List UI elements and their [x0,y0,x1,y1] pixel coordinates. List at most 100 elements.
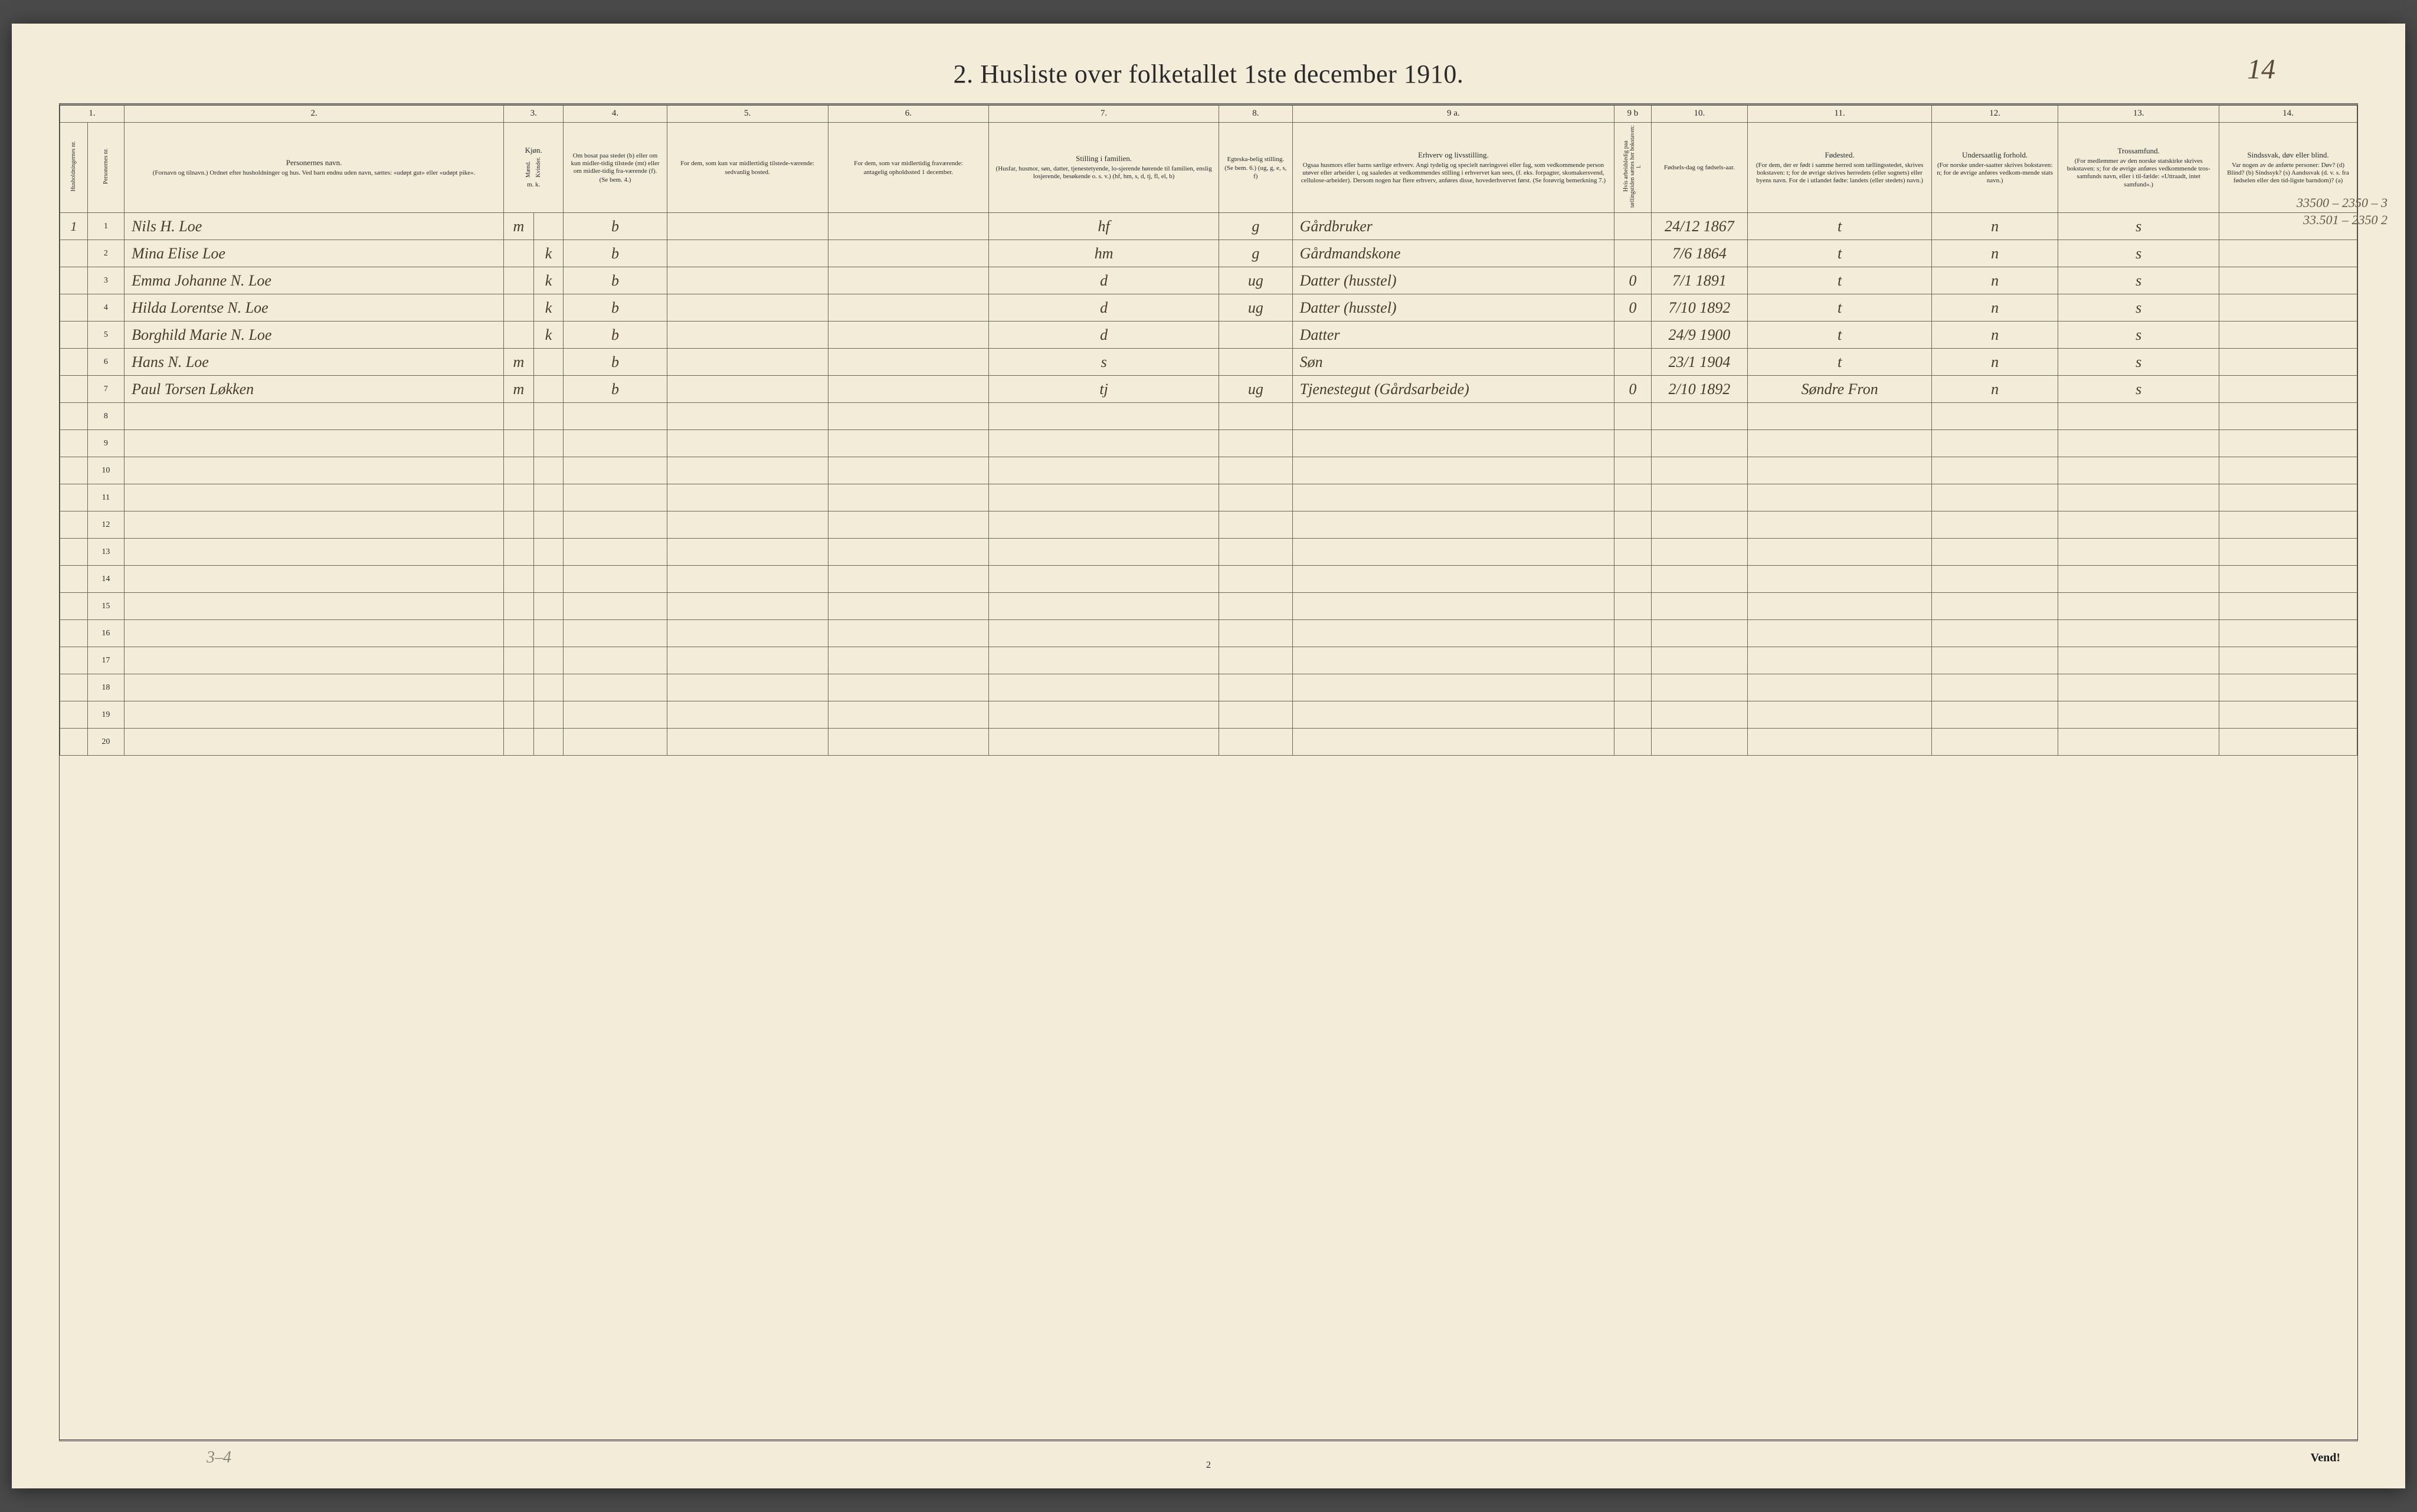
empty-cell [564,484,667,511]
person-number: 16 [87,620,124,647]
empty-cell [1748,593,1932,620]
table-row: 8 [60,403,2357,430]
empty-cell [533,403,564,430]
empty-cell [60,403,88,430]
empty-cell [1748,511,1932,539]
empty-cell [828,729,989,756]
empty-cell [828,511,989,539]
empty-cell [2058,539,2219,566]
empty-cell [533,511,564,539]
temp-location [828,240,989,267]
census-table-wrap: 1. 2. 3. 4. 5. 6. 7. 8. 9 a. 9 b 10. 11.… [59,103,2358,1441]
table-row: 16 [60,620,2357,647]
occupation: Søn [1292,349,1614,376]
empty-cell [1614,539,1651,566]
empty-cell [504,647,534,674]
table-row: 13 [60,539,2357,566]
person-number: 19 [87,701,124,729]
empty-cell [1219,511,1292,539]
person-number: 5 [87,322,124,349]
empty-cell [1931,620,2058,647]
empty-cell [564,511,667,539]
empty-cell [1292,593,1614,620]
empty-cell [1292,484,1614,511]
family-position: hf [989,213,1219,240]
empty-cell [533,484,564,511]
nationality: n [1931,322,2058,349]
hdr-nationality: Undersaatlig forhold. (For norske under-… [1931,122,2058,213]
empty-cell [1292,647,1614,674]
census-table: 1. 2. 3. 4. 5. 6. 7. 8. 9 a. 9 b 10. 11.… [60,105,2357,756]
empty-cell [667,701,828,729]
empty-cell [828,430,989,457]
person-name: Borghild Marie N. Loe [125,322,504,349]
unemployed-flag [1614,349,1651,376]
empty-cell [60,647,88,674]
empty-cell [125,674,504,701]
empty-cell [2058,593,2219,620]
temp-location [828,213,989,240]
nationality: n [1931,240,2058,267]
empty-cell [667,484,828,511]
empty-cell [667,403,828,430]
empty-cell [504,701,534,729]
empty-cell [1651,674,1748,701]
colnum-10: 10. [1651,106,1748,123]
colnum-14: 14. [2219,106,2357,123]
empty-cell [564,430,667,457]
empty-cell [60,566,88,593]
empty-cell [1748,484,1932,511]
empty-cell [1614,674,1651,701]
empty-cell [564,620,667,647]
empty-cell [533,566,564,593]
empty-cell [2219,403,2357,430]
empty-cell [2219,620,2357,647]
empty-cell [1748,674,1932,701]
empty-cell [1651,729,1748,756]
empty-cell [667,620,828,647]
occupation: Gårdbruker [1292,213,1614,240]
residence-status: b [564,213,667,240]
empty-cell [1651,430,1748,457]
empty-cell [667,674,828,701]
empty-cell [504,539,534,566]
nationality: n [1931,349,2058,376]
empty-cell [564,701,667,729]
empty-cell [1748,729,1932,756]
empty-cell [667,430,828,457]
empty-cell [1748,620,1932,647]
empty-cell [1651,511,1748,539]
marital-status [1219,349,1292,376]
empty-cell [989,620,1219,647]
table-row: 15 [60,593,2357,620]
colnum-5: 5. [667,106,828,123]
sex-female [533,349,564,376]
empty-cell [1292,566,1614,593]
empty-cell [2058,620,2219,647]
household-number: 1 [60,213,88,240]
margin-annotation: 33500 – 2350 – 3 33.501 – 2350 2 [2297,195,2387,228]
empty-cell [1292,701,1614,729]
empty-cell [125,403,504,430]
table-row: 18 [60,674,2357,701]
empty-cell [1219,430,1292,457]
table-row: 4Hilda Lorentse N. LoekbdugDatter (husst… [60,294,2357,322]
empty-cell [667,457,828,484]
empty-cell [1748,457,1932,484]
empty-cell [2058,403,2219,430]
hdr-c5: For dem, som kun var midlertidig tilsted… [667,122,828,213]
sex-male: m [504,349,534,376]
empty-cell [1614,511,1651,539]
empty-cell [989,539,1219,566]
colnum-8: 8. [1219,106,1292,123]
birthplace: Søndre Fron [1748,376,1932,403]
empty-cell [1292,620,1614,647]
sex-male [504,294,534,322]
empty-cell [125,566,504,593]
empty-cell [1219,539,1292,566]
empty-cell [1219,674,1292,701]
household-number [60,240,88,267]
hdr-9b: Hvis arbeidsledig paa tællingstiden sætt… [1614,122,1651,213]
empty-cell [2058,484,2219,511]
nationality: n [1931,267,2058,294]
